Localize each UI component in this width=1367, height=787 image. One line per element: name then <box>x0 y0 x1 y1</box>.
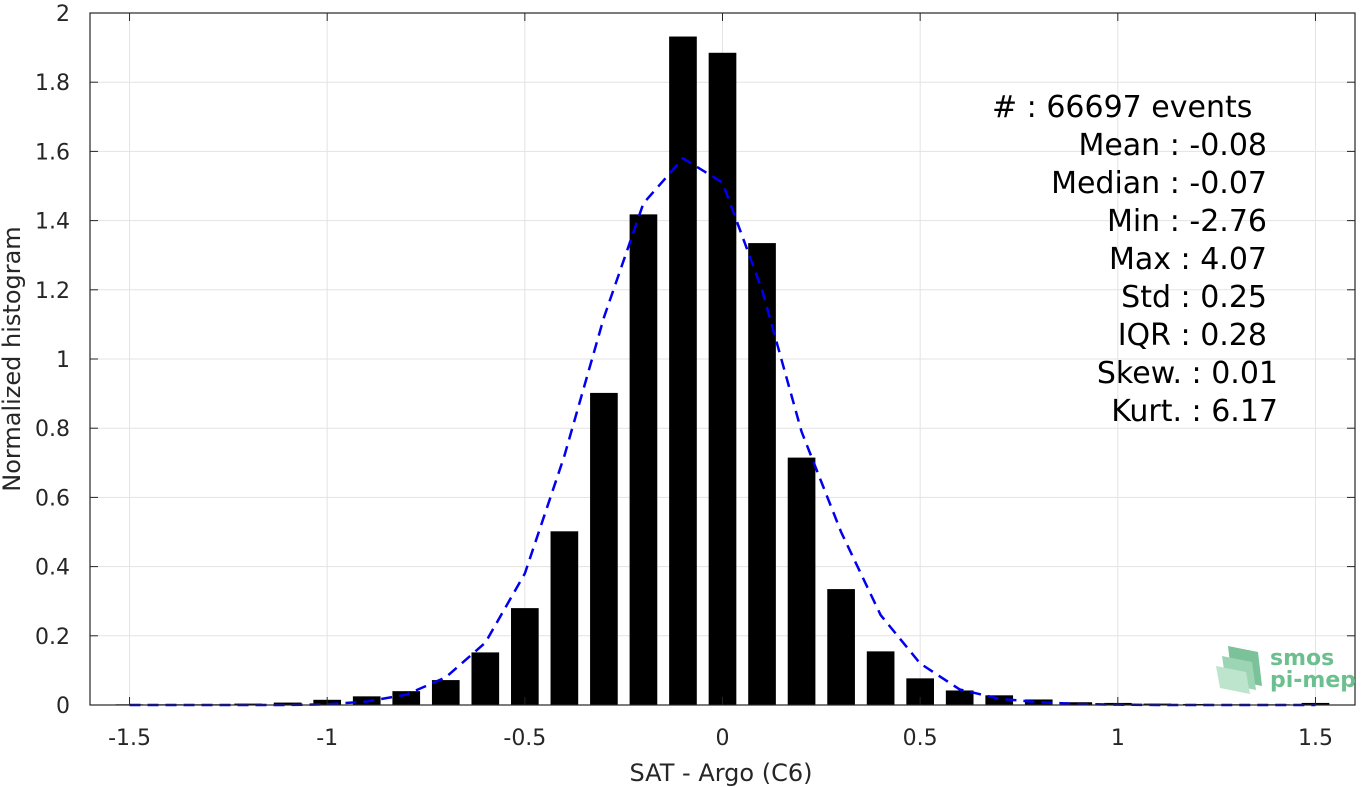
bar <box>945 690 974 705</box>
y-tick-label: 0 <box>56 694 70 719</box>
bar <box>748 243 776 705</box>
bar <box>866 651 895 705</box>
x-tick-label: -0.5 <box>503 726 546 751</box>
stat-max: Max : 4.07 <box>1109 242 1267 277</box>
x-tick-label: -1 <box>316 726 338 751</box>
bar <box>590 392 618 705</box>
bar <box>827 589 855 705</box>
y-tick-label: 0.2 <box>35 625 70 650</box>
bar <box>273 702 302 705</box>
y-tick-label: 2 <box>56 2 70 27</box>
bar-series <box>115 36 1330 706</box>
x-tick-label: 0.5 <box>903 726 938 751</box>
y-tick-label: 1 <box>56 348 70 373</box>
x-tick-label: -1.5 <box>108 726 151 751</box>
y-tick-label: 0.4 <box>35 556 70 581</box>
x-tick-label: 1.5 <box>1298 726 1333 751</box>
stat-kurt: Kurt. : 6.17 <box>1111 394 1278 429</box>
bar <box>431 680 460 705</box>
stat-median: Median : -0.07 <box>1051 166 1267 201</box>
bar <box>511 608 539 705</box>
stat-skew: Skew. : 0.01 <box>1097 356 1278 391</box>
y-axis-label: Normalized histogram <box>0 226 26 491</box>
y-tick-label: 1.6 <box>35 140 70 165</box>
logo-mark-icon <box>1216 646 1262 694</box>
x-axis-ticks: -1.5 -1 -0.5 0 0.5 1 1.5 <box>108 13 1333 751</box>
bar <box>985 695 1014 705</box>
bar <box>550 531 579 705</box>
bar <box>471 652 500 705</box>
stat-iqr: IQR : 0.28 <box>1118 318 1267 353</box>
stat-min: Min : -2.76 <box>1107 204 1267 239</box>
stat-mean: Mean : -0.08 <box>1078 128 1267 163</box>
bar <box>787 457 816 705</box>
x-axis-label: SAT - Argo (C6) <box>630 759 813 787</box>
bar <box>1024 699 1053 705</box>
bar <box>708 52 737 706</box>
y-tick-label: 1.4 <box>35 210 70 235</box>
y-tick-label: 0.6 <box>35 486 70 511</box>
bar <box>669 36 697 705</box>
bar <box>629 214 658 705</box>
logo-text-line1: smos <box>1270 646 1334 671</box>
bar <box>392 691 421 705</box>
x-tick-label: 0 <box>716 726 730 751</box>
stat-std: Std : 0.25 <box>1121 280 1267 315</box>
y-tick-label: 1.2 <box>35 279 70 304</box>
stat-events: # : 66697 events <box>992 90 1252 125</box>
logo-text-line2: pi-mep <box>1270 668 1356 693</box>
stats-annotation: # : 66697 events Mean : -0.08 Median : -… <box>992 90 1278 429</box>
smos-pi-mep-logo: smos pi-mep <box>1216 646 1356 694</box>
y-axis-ticks: 0 0.2 0.4 0.6 0.8 1 1.2 1.4 1.6 1.8 2 <box>35 2 1355 719</box>
x-tick-label: 1 <box>1111 726 1125 751</box>
y-tick-label: 0.8 <box>35 417 70 442</box>
y-tick-label: 1.8 <box>35 71 70 96</box>
